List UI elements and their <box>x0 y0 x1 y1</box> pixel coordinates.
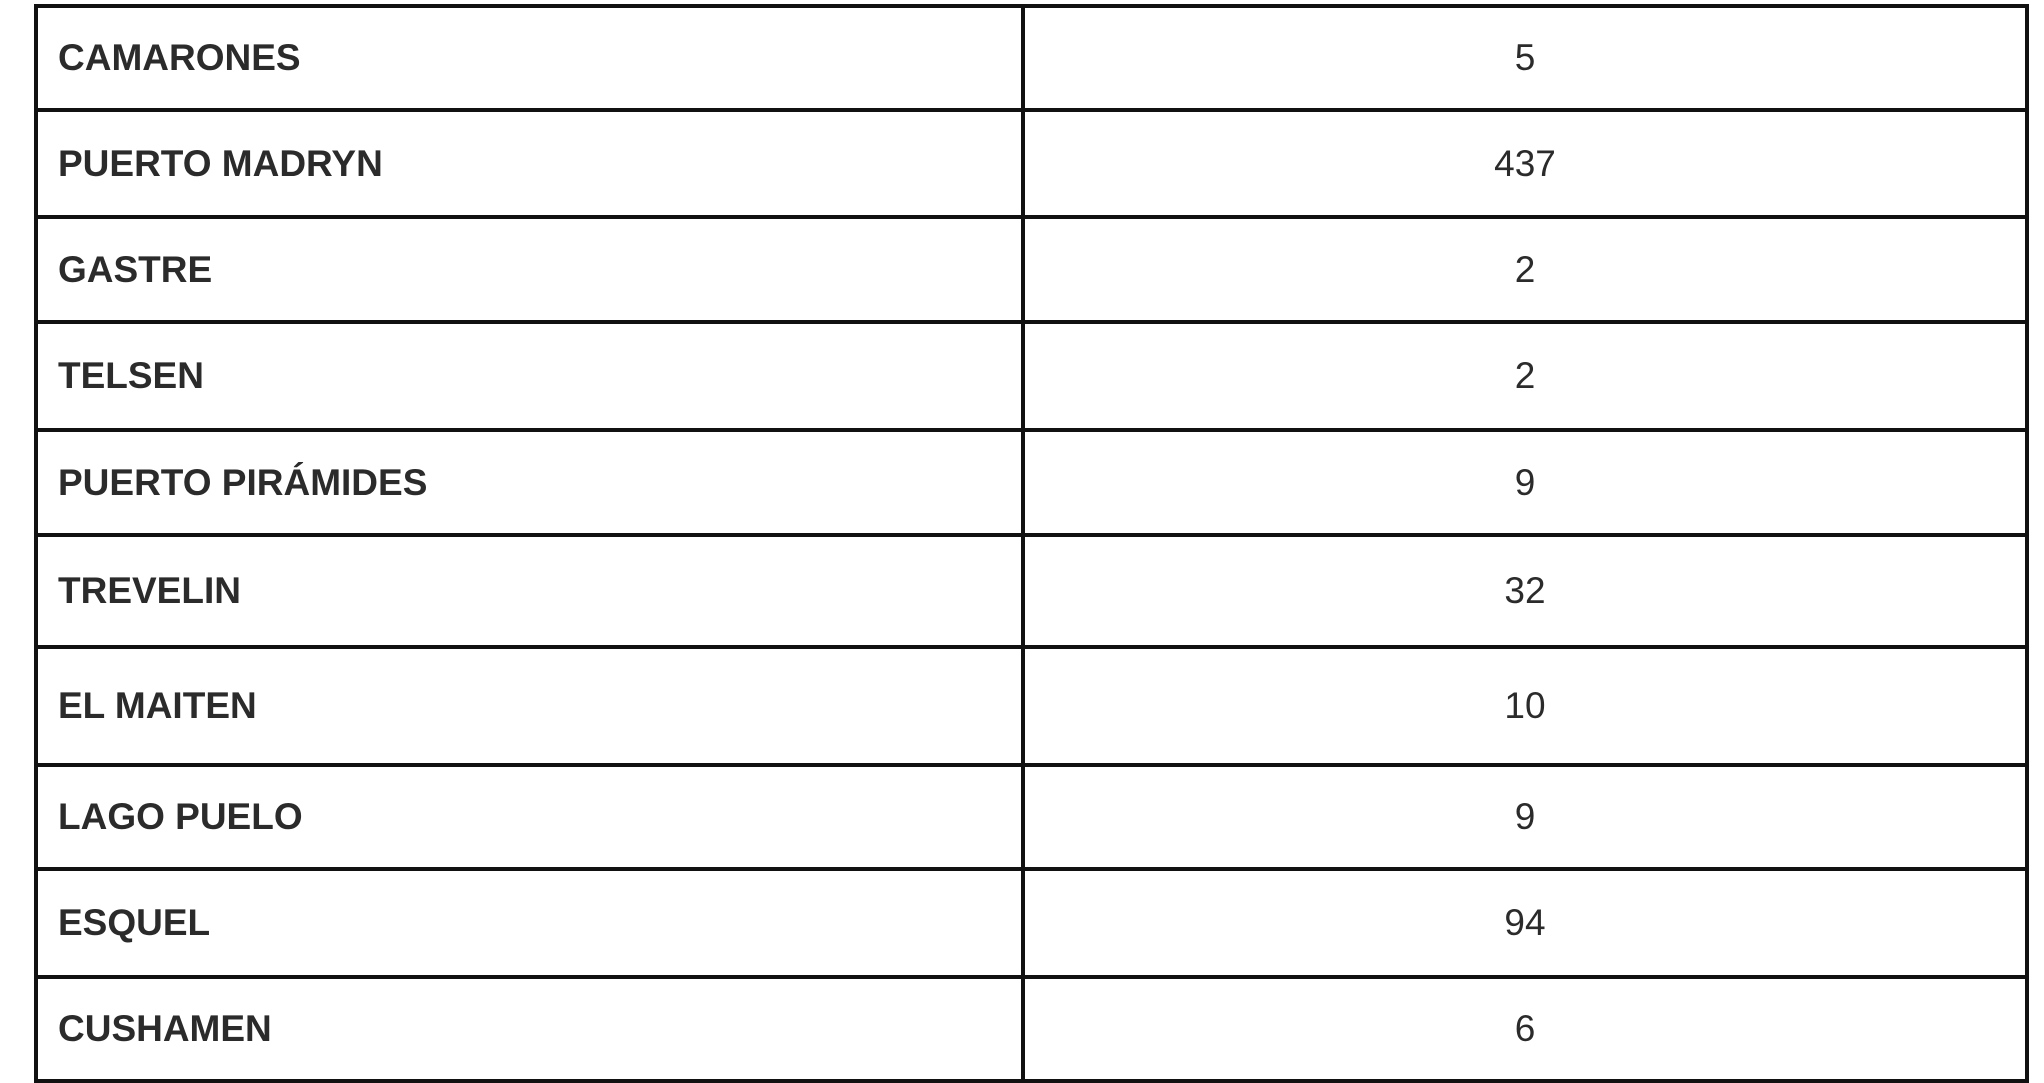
locality-cell: CUSHAMEN <box>38 979 1025 1079</box>
value-cell: 6 <box>1514 1008 1536 1049</box>
value-cell: 9 <box>1514 461 1536 503</box>
value-cell: 2 <box>1514 248 1536 290</box>
table-row: CAMARONES 5 <box>38 8 2025 112</box>
table-row: LAGO PUELO 9 <box>38 767 2025 871</box>
locality-cell: EL MAITEN <box>38 649 1025 763</box>
table-row: TREVELIN 32 <box>38 537 2025 649</box>
value-cell: 9 <box>1514 796 1536 837</box>
value-cell: 94 <box>1504 902 1546 943</box>
table-row: GASTRE 2 <box>38 219 2025 324</box>
table-row: ESQUEL 94 <box>38 871 2025 979</box>
table-row: EL MAITEN 10 <box>38 649 2025 767</box>
data-table: CAMARONES 5 PUERTO MADRYN 437 GASTRE 2 TELSEN 2… <box>34 4 2029 1083</box>
locality-cell: TREVELIN <box>38 537 1025 645</box>
value-cell: 5 <box>1514 37 1536 78</box>
locality-cell: TELSEN <box>38 324 1025 428</box>
locality-cell: ESQUEL <box>38 871 1025 975</box>
locality-cell: LAGO PUELO <box>38 767 1025 867</box>
locality-cell: PUERTO PIRÁMIDES <box>38 432 1025 533</box>
table-row: TELSEN 2 <box>38 324 2025 432</box>
value-cell: 437 <box>1494 142 1556 184</box>
locality-cell: CAMARONES <box>38 8 1025 108</box>
table-row: CUSHAMEN 6 <box>38 979 2025 1083</box>
locality-cell: GASTRE <box>38 219 1025 320</box>
table-row: PUERTO MADRYN 437 <box>38 112 2025 219</box>
value-cell: 10 <box>1504 685 1546 726</box>
value-cell: 32 <box>1504 570 1546 611</box>
locality-cell: PUERTO MADRYN <box>38 112 1025 215</box>
table-row: PUERTO PIRÁMIDES 9 <box>38 432 2025 537</box>
value-cell: 2 <box>1514 355 1536 396</box>
